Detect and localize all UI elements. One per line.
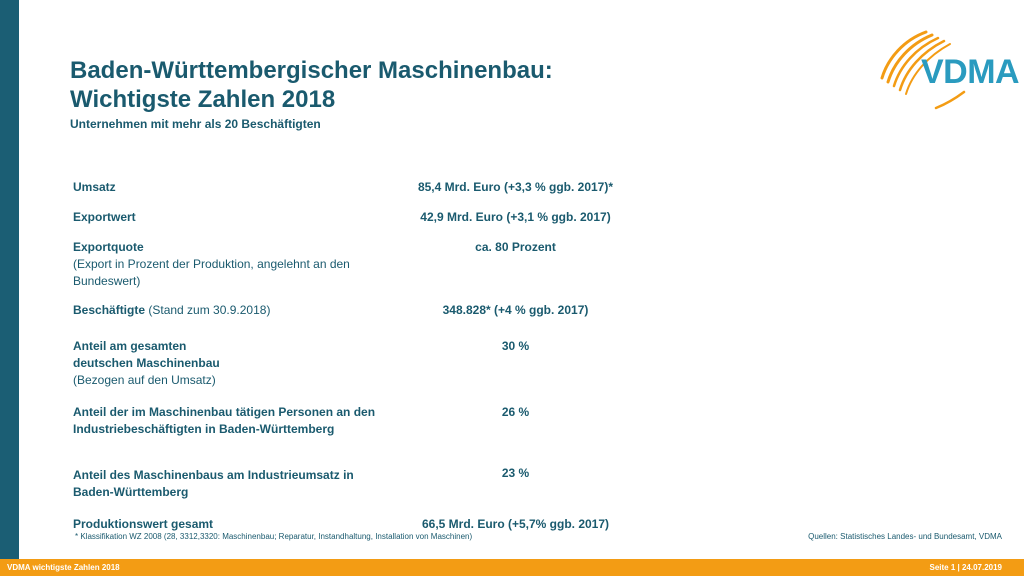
row-label-note: (Bezogen auf den Umsatz) [73,373,216,387]
footer-page-info: Seite 1 | 24.07.2019 [929,563,1002,572]
left-accent-bar [0,0,19,576]
vdma-logo-arcs-icon [880,30,966,110]
row-label: Exportquote (Export in Prozent der Produk… [73,240,350,288]
row-value: 42,9 Mrd. Euro (+3,1 % ggb. 2017) [420,210,611,224]
page-subtitle: Unternehmen mit mehr als 20 Beschäftigte… [70,117,321,131]
row-label-note: (Export in Prozent der Produktion, angel… [73,257,350,288]
row-value: 66,5 Mrd. Euro (+5,7% ggb. 2017) [421,517,610,531]
footnote: * Klassifikation WZ 2008 (28, 3312,3320:… [75,532,473,541]
row-value: 23 % [501,466,530,480]
row-label: Produktionswert gesamt [73,517,214,531]
title-line-2: Wichtigste Zahlen 2018 [70,86,336,113]
row-label: Exportwert [73,210,136,224]
row-label: Beschäftigte (Stand zum 30.9.2018) [73,303,271,317]
row-value: ca. 80 Prozent [475,240,556,254]
row-label: Umsatz [73,180,116,194]
row-label: Anteil der im Maschinenbau tätigen Perso… [73,405,376,436]
row-value: 26 % [501,405,530,419]
row-label-note: (Stand zum 30.9.2018) [145,303,271,317]
footer-document-title: VDMA wichtigste Zahlen 2018 [7,563,120,572]
footer-bar [0,559,1024,576]
row-label: Anteil am gesamten deutschen Maschinenba… [73,339,220,387]
page-title: Baden-Württembergischer Maschinenbau: Wi… [70,56,553,114]
row-value: 85,4 Mrd. Euro (+3,3 % ggb. 2017)* [417,180,614,194]
title-line-1: Baden-Württembergischer Maschinenbau: [70,57,553,84]
sources-note: Quellen: Statistisches Landes- und Bunde… [808,532,1002,541]
row-value: 348.828* (+4 % ggb. 2017) [442,303,589,317]
row-label: Anteil des Maschinenbaus am Industrieums… [73,468,354,499]
vdma-logo-text: VDMA [921,53,1020,91]
row-value: 30 % [501,339,530,353]
